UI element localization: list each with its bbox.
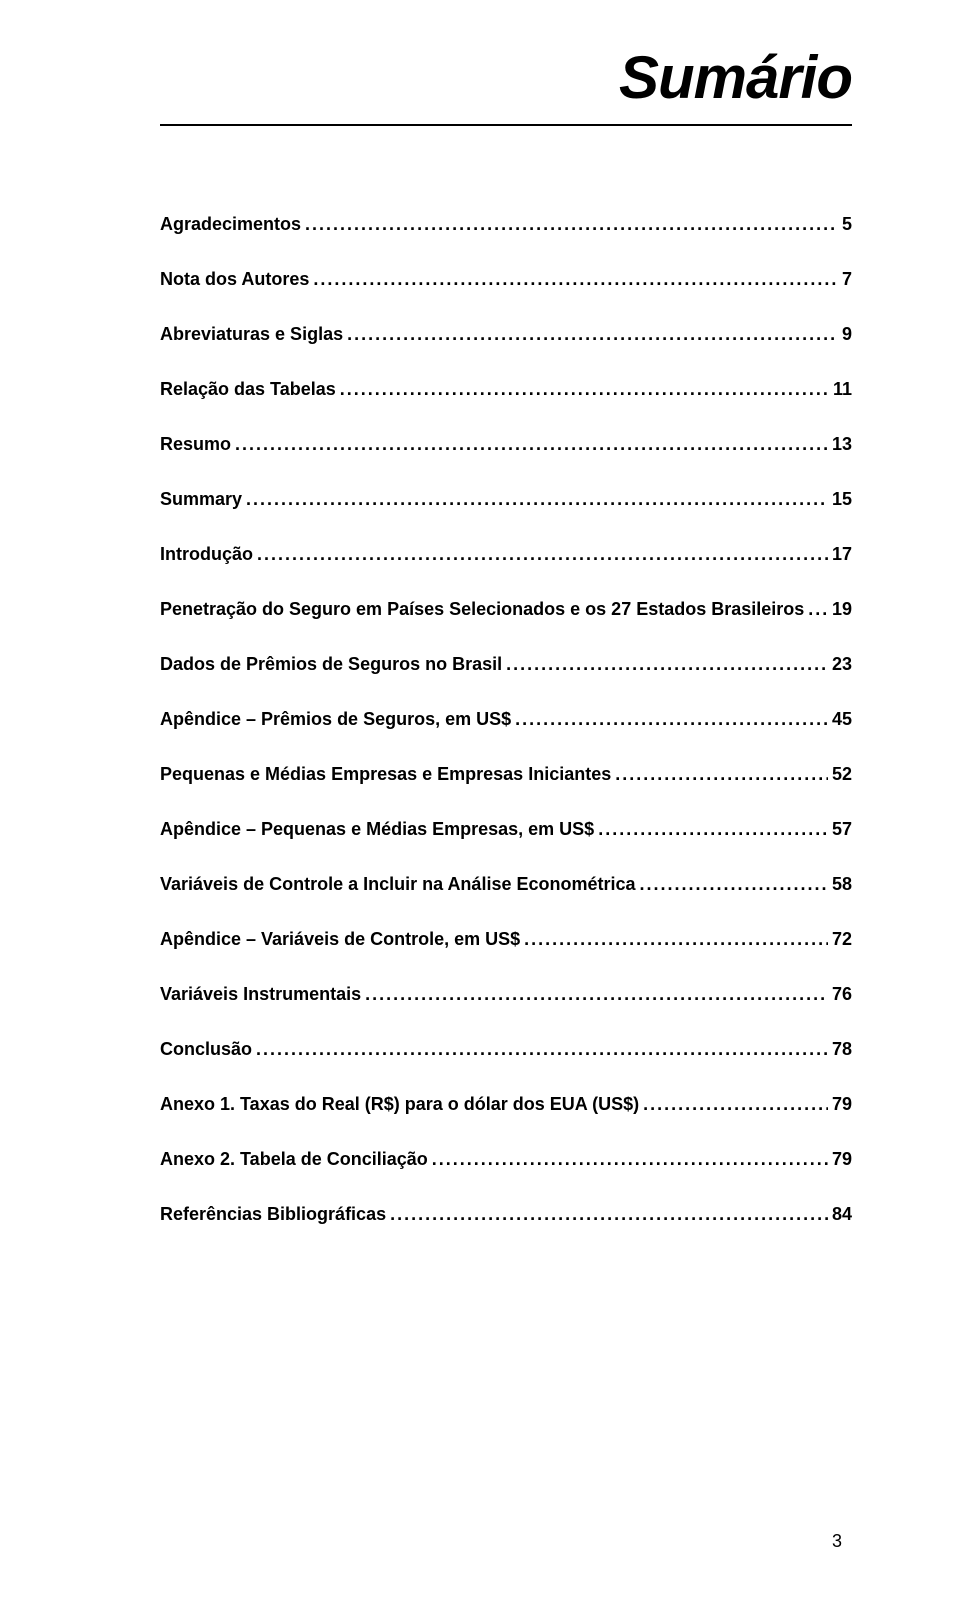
toc-entry-label: Agradecimentos [160,214,301,235]
toc-entry-dots [643,1094,828,1115]
document-page: Sumário Agradecimentos 5 Nota dos Autores… [0,0,960,1620]
toc-entry-page: 72 [832,929,852,950]
toc-entry-page: 5 [842,214,852,235]
toc-entry-label: Anexo 1. Taxas do Real (R$) para o dólar… [160,1094,639,1115]
toc-entry-page: 79 [832,1094,852,1115]
toc-entry: Conclusão 78 [160,1039,852,1060]
toc-entry-label: Variáveis Instrumentais [160,984,361,1005]
toc-entry-page: 78 [832,1039,852,1060]
toc-entry: Penetração do Seguro em Países Seleciona… [160,599,852,620]
toc-entry-label: Variáveis de Controle a Incluir na Análi… [160,874,636,895]
toc-entry: Agradecimentos 5 [160,214,852,235]
toc-entry-dots [506,654,828,675]
toc-entry: Anexo 2. Tabela de Conciliação 79 [160,1149,852,1170]
toc-entry: Apêndice – Variáveis de Controle, em US$… [160,929,852,950]
toc-entry-label: Anexo 2. Tabela de Conciliação [160,1149,428,1170]
title-wrap: Sumário [160,48,852,108]
toc-entry: Apêndice – Prêmios de Seguros, em US$ 45 [160,709,852,730]
toc-entry-label: Introdução [160,544,253,565]
toc-entry-page: 13 [832,434,852,455]
toc-entry-page: 7 [842,269,852,290]
toc-entry-page: 57 [832,819,852,840]
toc-entry-dots [615,764,828,785]
toc-entry-dots [808,599,828,620]
toc-entry-dots [347,324,838,345]
table-of-contents: Agradecimentos 5 Nota dos Autores 7 Abrevi… [160,214,852,1225]
toc-entry-dots [432,1149,828,1170]
toc-entry-dots [256,1039,828,1060]
toc-entry-page: 17 [832,544,852,565]
toc-entry-dots [524,929,828,950]
toc-entry: Nota dos Autores 7 [160,269,852,290]
toc-entry: Resumo 13 [160,434,852,455]
toc-entry-dots [598,819,828,840]
title-divider [160,124,852,126]
toc-entry: Abreviaturas e Siglas 9 [160,324,852,345]
toc-entry-dots [235,434,828,455]
toc-entry-dots [390,1204,828,1225]
toc-entry-page: 15 [832,489,852,510]
toc-entry-label: Resumo [160,434,231,455]
toc-entry-page: 58 [832,874,852,895]
toc-entry-label: Pequenas e Médias Empresas e Empresas In… [160,764,611,785]
toc-entry-page: 79 [832,1149,852,1170]
toc-entry: Dados de Prêmios de Seguros no Brasil 23 [160,654,852,675]
toc-entry-dots [246,489,828,510]
toc-entry-page: 45 [832,709,852,730]
toc-entry-label: Apêndice – Prêmios de Seguros, em US$ [160,709,511,730]
toc-entry-dots [515,709,828,730]
page-title: Sumário [619,48,852,108]
toc-entry-page: 23 [832,654,852,675]
toc-entry-page: 9 [842,324,852,345]
toc-entry-dots [340,379,829,400]
toc-entry: Variáveis de Controle a Incluir na Análi… [160,874,852,895]
toc-entry-dots [640,874,828,895]
page-number: 3 [832,1531,842,1552]
toc-entry-label: Referências Bibliográficas [160,1204,386,1225]
toc-entry-dots [365,984,828,1005]
toc-entry: Apêndice – Pequenas e Médias Empresas, e… [160,819,852,840]
toc-entry: Anexo 1. Taxas do Real (R$) para o dólar… [160,1094,852,1115]
toc-entry-page: 84 [832,1204,852,1225]
toc-entry-page: 76 [832,984,852,1005]
toc-entry-label: Summary [160,489,242,510]
toc-entry-label: Relação das Tabelas [160,379,336,400]
toc-entry: Relação das Tabelas 11 [160,379,852,400]
toc-entry-label: Conclusão [160,1039,252,1060]
toc-entry-label: Apêndice – Pequenas e Médias Empresas, e… [160,819,594,840]
toc-entry: Introdução 17 [160,544,852,565]
toc-entry-label: Penetração do Seguro em Países Seleciona… [160,599,804,620]
toc-entry: Pequenas e Médias Empresas e Empresas In… [160,764,852,785]
toc-entry-dots [313,269,838,290]
toc-entry-label: Nota dos Autores [160,269,309,290]
toc-entry: Variáveis Instrumentais 76 [160,984,852,1005]
toc-entry-label: Abreviaturas e Siglas [160,324,343,345]
toc-entry-dots [305,214,838,235]
toc-entry-dots [257,544,828,565]
toc-entry-page: 52 [832,764,852,785]
toc-entry: Referências Bibliográficas 84 [160,1204,852,1225]
toc-entry-label: Dados de Prêmios de Seguros no Brasil [160,654,502,675]
toc-entry-label: Apêndice – Variáveis de Controle, em US$ [160,929,520,950]
toc-entry: Summary 15 [160,489,852,510]
toc-entry-page: 11 [833,379,852,400]
toc-entry-page: 19 [832,599,852,620]
